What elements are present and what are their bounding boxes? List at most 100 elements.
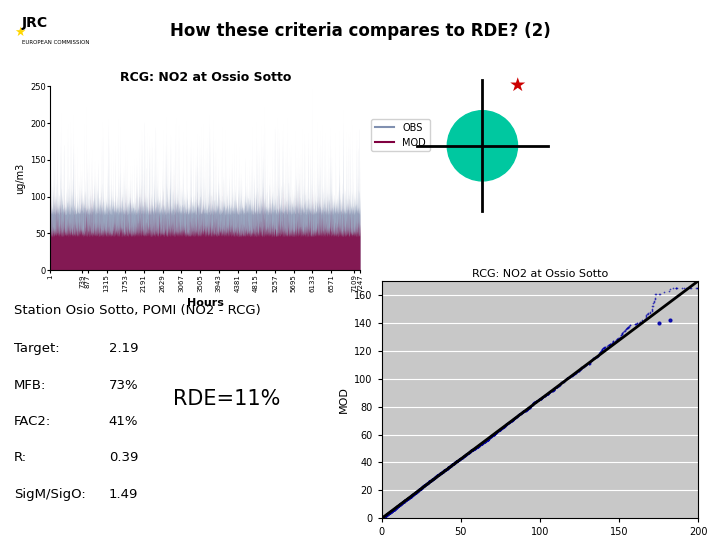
Point	[567, 371, 579, 380]
Point	[420, 480, 432, 488]
Point	[382, 510, 393, 518]
Point	[387, 506, 399, 515]
Point	[386, 507, 397, 516]
Point	[409, 489, 420, 497]
Point	[419, 481, 431, 490]
Point	[389, 505, 400, 514]
Point	[392, 502, 404, 510]
Point	[437, 468, 449, 476]
Point	[504, 417, 516, 426]
Point	[384, 508, 396, 516]
Point	[390, 504, 402, 512]
Point	[377, 513, 389, 522]
Point	[467, 446, 479, 454]
Point	[435, 469, 446, 478]
Point	[377, 514, 388, 522]
Point	[382, 510, 393, 518]
Point	[409, 489, 420, 498]
Point	[428, 474, 440, 482]
Point	[376, 514, 387, 523]
Point	[451, 457, 463, 465]
Point	[598, 343, 610, 352]
Point	[384, 508, 396, 516]
Point	[391, 503, 402, 511]
Point	[395, 500, 406, 509]
Point	[407, 490, 418, 499]
Point	[462, 449, 474, 457]
Point	[384, 508, 396, 517]
Point	[377, 513, 389, 522]
Point	[382, 509, 394, 518]
Point	[550, 383, 562, 391]
Point	[474, 440, 486, 449]
Point	[396, 499, 408, 508]
Point	[498, 422, 510, 431]
Point	[485, 432, 497, 441]
Point	[423, 478, 434, 487]
Point	[400, 496, 411, 504]
Point	[459, 451, 471, 460]
Point	[424, 477, 436, 485]
Point	[409, 489, 420, 498]
Point	[519, 407, 531, 415]
Point	[413, 485, 425, 494]
Point	[385, 507, 397, 516]
Point	[454, 455, 465, 464]
Point	[376, 514, 387, 523]
Point	[410, 488, 421, 497]
Point	[408, 489, 420, 498]
Point	[418, 481, 430, 490]
Point	[458, 452, 469, 461]
Point	[391, 503, 402, 511]
Point	[414, 485, 426, 494]
Point	[469, 444, 480, 453]
Point	[521, 406, 532, 415]
Point	[399, 496, 410, 505]
Point	[444, 462, 455, 471]
Point	[548, 386, 559, 394]
Point	[457, 453, 469, 461]
Point	[439, 466, 451, 475]
Point	[417, 482, 428, 491]
Point	[392, 502, 403, 511]
Point	[392, 502, 404, 510]
Point	[539, 392, 550, 400]
Point	[388, 505, 400, 514]
Point	[471, 443, 482, 452]
Point	[388, 505, 400, 514]
Point	[401, 495, 413, 504]
Point	[404, 493, 415, 502]
Point	[377, 513, 389, 522]
Point	[437, 467, 449, 476]
Point	[483, 434, 495, 443]
Point	[467, 445, 479, 454]
Point	[423, 478, 434, 487]
Point	[387, 505, 399, 514]
Point	[377, 514, 388, 522]
Point	[379, 512, 390, 521]
Point	[393, 501, 405, 509]
Point	[639, 315, 651, 324]
Point	[408, 490, 419, 498]
Point	[381, 510, 392, 519]
Point	[432, 471, 444, 480]
Point	[387, 507, 398, 515]
Point	[379, 512, 390, 521]
Point	[437, 467, 449, 476]
Point	[412, 487, 423, 495]
Point	[452, 456, 464, 464]
Point	[391, 503, 402, 511]
Point	[378, 513, 390, 522]
Point	[413, 485, 425, 494]
Point	[453, 456, 464, 464]
Point	[510, 413, 522, 421]
Point	[401, 495, 413, 503]
Point	[391, 503, 402, 512]
Point	[377, 513, 389, 522]
Point	[404, 493, 415, 502]
Point	[481, 436, 492, 444]
Point	[405, 492, 417, 501]
Point	[430, 472, 441, 481]
Point	[430, 472, 441, 481]
Point	[498, 422, 510, 431]
